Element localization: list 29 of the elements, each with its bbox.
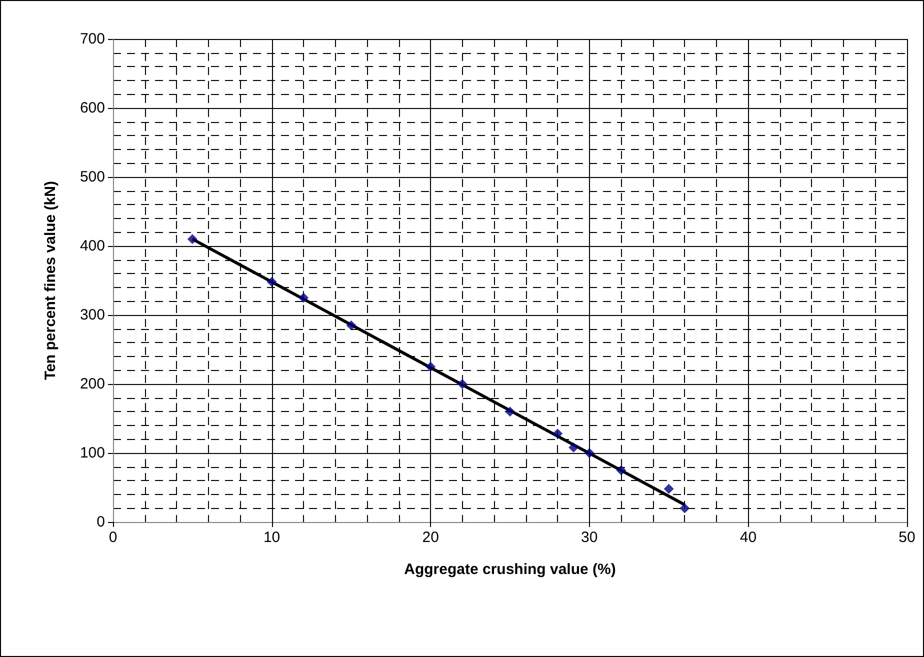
y-tick-label: 600 <box>80 100 105 116</box>
y-tick-label: 200 <box>80 376 105 392</box>
point <box>457 379 468 389</box>
point <box>505 406 515 417</box>
y-tick-label: 400 <box>80 238 105 254</box>
x-tick-label: 50 <box>898 529 916 546</box>
point <box>266 276 277 287</box>
x-tick-label: 40 <box>740 529 757 546</box>
point <box>187 234 198 244</box>
point <box>568 442 579 452</box>
point <box>584 448 594 458</box>
x-tick-label: 0 <box>108 529 118 546</box>
y-axis-title: Ten percent fines value (kN) <box>42 181 59 380</box>
y-tick-label: 700 <box>80 30 105 48</box>
point <box>664 484 674 494</box>
y-tick-label: 100 <box>80 444 105 462</box>
point <box>552 428 563 439</box>
y-tick-label: 500 <box>80 168 105 186</box>
y-tick-label: 300 <box>80 306 105 324</box>
x-axis-title: Aggregate crushing value (%) <box>404 561 616 578</box>
point <box>680 503 690 514</box>
x-tick-label: 20 <box>422 529 439 546</box>
point <box>298 292 309 303</box>
point <box>346 320 356 330</box>
point <box>616 465 626 476</box>
point <box>426 362 436 372</box>
y-tick-label: 0 <box>96 514 105 530</box>
x-tick-label: 10 <box>263 529 280 546</box>
x-tick-label: 30 <box>581 529 598 546</box>
